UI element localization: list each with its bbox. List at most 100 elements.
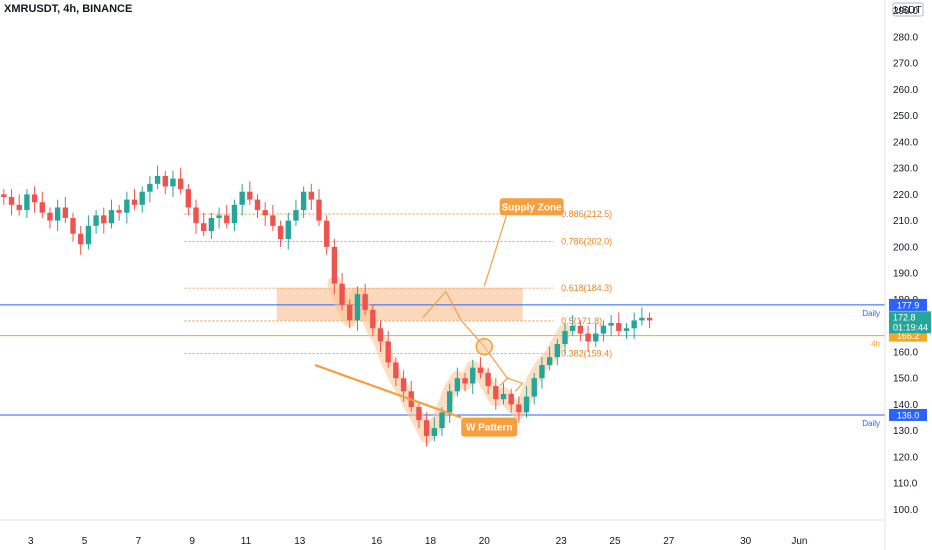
time-tick-label: 20 [479,536,491,547]
price-tag [889,408,927,421]
candle-body [439,412,445,429]
price-tick-label: 210.0 [893,216,918,227]
candle-body [139,191,145,205]
price-tick-label: 160.0 [893,347,918,358]
time-tick-label: Jun [791,536,807,547]
price-axis[interactable]: USDT 100.0 110.0 120.0 130.0 140.0 150.0 160.0 1… [884,0,924,550]
candle-body [516,404,522,413]
time-tick-label: 11 [241,536,252,547]
candle-body [446,391,453,413]
candle-body [131,199,138,205]
candle-body [47,212,53,221]
candle-body [316,199,322,221]
candle-body [147,183,153,192]
fib-level-label: 0.5(171.8) [561,316,602,326]
candle-body [39,202,45,213]
candle-body [416,407,422,421]
fib-levels-layer: 0.886(212.5) 0.786(202.0) 0.618(184.3) 0.5(… [184,209,612,358]
price-tick-label: 290.0 [893,6,918,17]
supply-zone-callout-label: Supply Zone [502,202,562,213]
candle-body [108,210,115,224]
candle-body [101,215,107,224]
candle-body [239,191,245,205]
price-tick-label: 100.0 [893,505,918,516]
candle-body [485,372,491,387]
time-tick-label: 23 [556,536,568,547]
candle-body [639,317,645,321]
supply-zone-pointer [483,212,508,287]
price-tick-label: 190.0 [893,269,918,280]
candle-body [616,323,622,331]
candle-body [508,393,514,405]
price-tick-label: 130.0 [893,426,918,437]
fib-level-label: 0.886(212.5) [561,209,612,219]
candle-body [170,178,176,187]
candle-body [308,191,315,200]
key-level-label: 4h [871,340,880,349]
currency-badge [892,2,924,17]
candle-body [116,210,122,213]
candle-body [300,191,307,211]
price-tick-label: 250.0 [893,111,918,122]
candle-body [623,328,630,331]
w-pattern-callout [461,417,518,437]
candle-body [270,215,276,226]
candle-body [362,294,368,310]
candle-body [1,194,7,197]
candle-body [124,199,130,213]
candle-body [339,283,345,305]
candle-body [193,207,199,224]
price-tags-layer: 177.9 166.2 136.0 172.801:19:44 [889,298,931,421]
price-tick-label: 230.0 [893,164,918,175]
candle-body [631,320,637,329]
time-tick-label: 25 [609,536,621,547]
w-pattern-callout-label: W Pattern [466,423,513,434]
candle-body [546,357,553,366]
candle-body [577,325,584,334]
price-tick-label: 140.0 [893,400,918,411]
price-tick-label: 200.0 [893,242,918,253]
candle-body [462,378,468,384]
price-tick-label: 260.0 [893,85,918,96]
candle-body [531,378,537,397]
candle-body [154,175,161,184]
key-level-label: Daily [862,309,880,318]
candle-body [201,223,207,232]
price-tick-label: 120.0 [893,452,918,463]
candle-body [431,428,438,436]
candle-body [470,367,476,384]
candle-body [370,309,376,329]
price-tag-label: 166.2 [897,331,920,341]
candle-body [500,393,507,400]
countdown-label: 01:19:44 [893,322,928,332]
candle-body [493,386,499,400]
candle-body [247,191,253,200]
candle-body [569,325,576,331]
candle-body [78,233,84,245]
candle-body [385,341,391,363]
candle-body [593,333,599,342]
time-tick-label: 13 [294,536,306,547]
candle-body [562,330,568,345]
candle-body [331,246,338,284]
candle-body [347,304,353,321]
candle-body [177,178,184,190]
candle-body [454,378,461,392]
candle-body [423,420,430,436]
candle-body [8,196,15,205]
key-level-label: Daily [862,419,880,428]
candle-body [262,210,268,216]
candle-body [608,323,614,326]
candle-body [24,194,30,211]
fib-level-label: 0.786(202.0) [561,237,612,247]
time-axis[interactable]: 3 5 7 9 11 13 16 18 20 23 25 27 30 Jun [0,519,885,547]
candle-body [600,325,607,334]
candle-body [224,215,230,224]
candle-body [400,378,407,392]
candle-body [377,328,384,342]
candle-body [31,194,38,203]
w-pattern-pointer [314,364,462,419]
candle-body [646,317,653,321]
candle-body [85,225,92,245]
